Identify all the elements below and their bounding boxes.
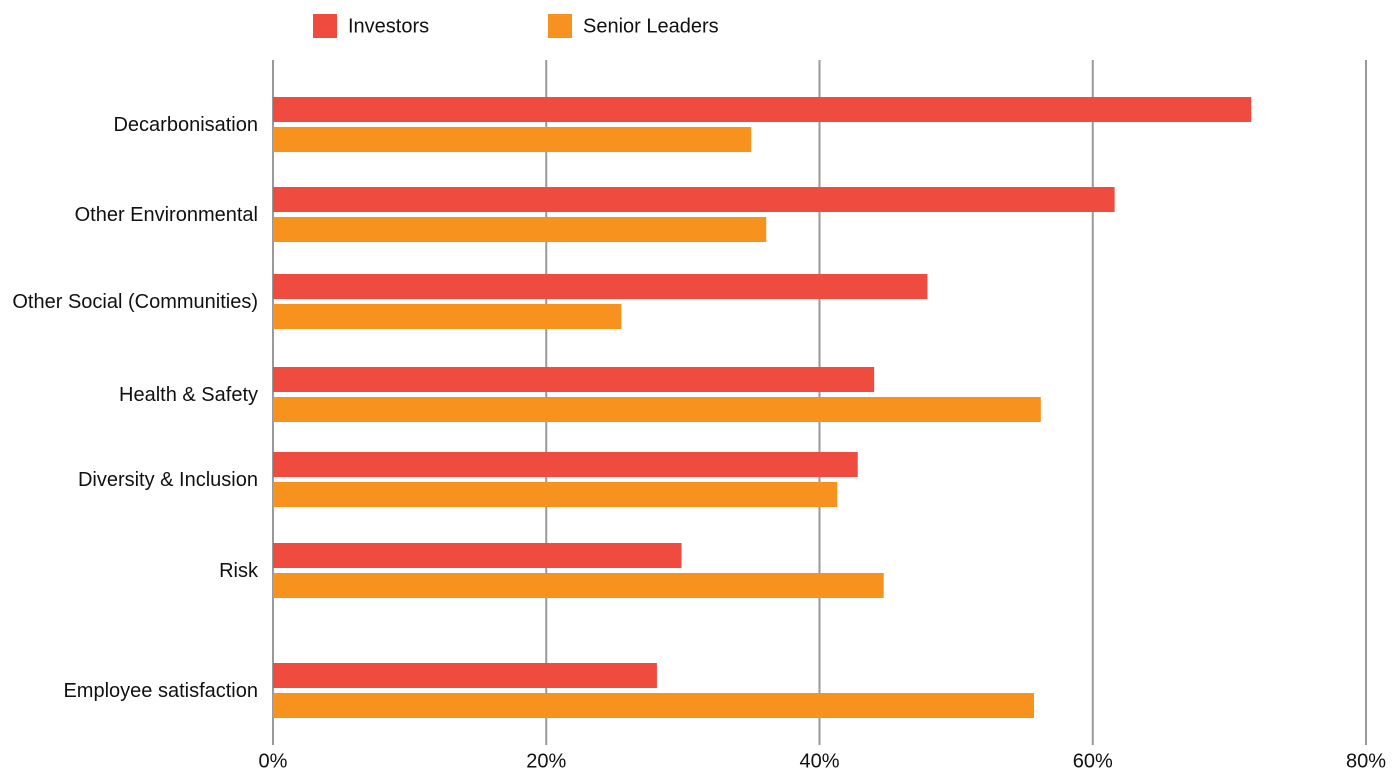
legend-swatch: [548, 14, 572, 38]
bar: [273, 97, 1252, 122]
category-text: Diversity & Inclusion: [77, 468, 258, 491]
category-label: Health & Safety: [0, 382, 258, 408]
bar: [273, 274, 928, 299]
category-text: Decarbonisation: [113, 113, 258, 136]
x-tick-label: 80%: [1346, 750, 1386, 772]
bar: [273, 693, 1035, 718]
category-label: Diversity & Inclusion: [0, 467, 258, 493]
category-label: Decarbonisation: [0, 112, 258, 138]
category-text: Employee satisfaction: [63, 679, 258, 702]
bar: [273, 304, 622, 329]
category-text: Health & Safety: [119, 383, 258, 406]
category-text: Risk: [219, 559, 258, 582]
category-label: Employee satisfaction: [0, 678, 258, 704]
x-tick-label: 40%: [799, 750, 839, 772]
bar: [273, 663, 657, 688]
bar: [273, 217, 767, 242]
legend-label: Senior Leaders: [583, 15, 719, 37]
bar: [273, 452, 858, 477]
category-text: Other Social (Communities): [12, 290, 258, 313]
bar: [273, 127, 752, 152]
bar: [273, 482, 838, 507]
category-label: Risk: [0, 558, 258, 584]
bar: [273, 543, 682, 568]
bar: [273, 187, 1115, 212]
category-label: Other Social (Communities): [0, 289, 258, 315]
x-tick-label: 0%: [259, 750, 288, 772]
x-tick-label: 60%: [1073, 750, 1113, 772]
legend-label: Investors: [348, 15, 429, 37]
category-label: Other Environmental: [0, 202, 258, 228]
category-text: Other Environmental: [74, 203, 258, 226]
x-tick-label: 20%: [526, 750, 566, 772]
bar: [273, 573, 884, 598]
legend-swatch: [313, 14, 337, 38]
bar: [273, 397, 1041, 422]
bar: [273, 367, 875, 392]
